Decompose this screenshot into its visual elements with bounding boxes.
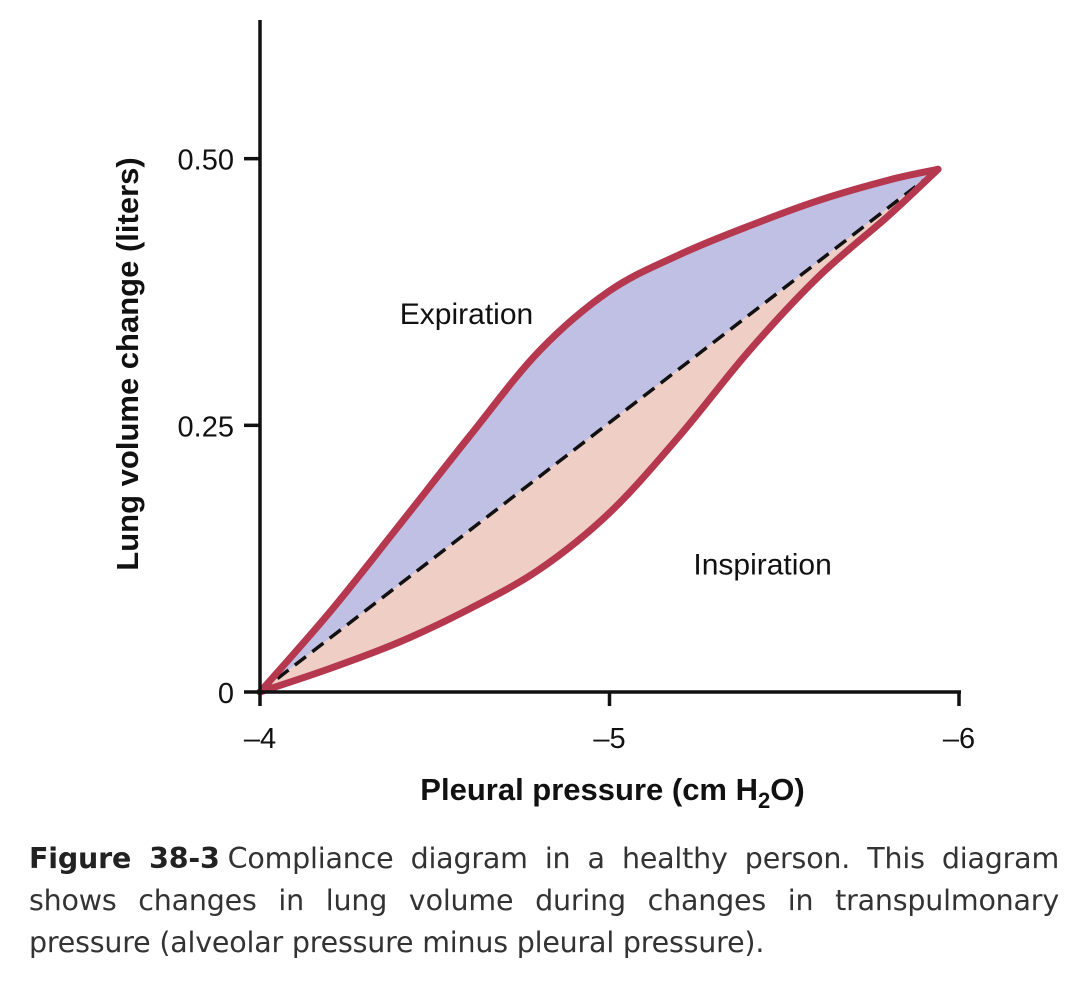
reference-dashed-line bbox=[258, 167, 940, 694]
x-tick-label-2: –6 bbox=[943, 723, 975, 755]
axis-ticks: –4 –5 –6 0 0.25 0.50 bbox=[178, 145, 976, 755]
inspiration-annotation: Inspiration bbox=[693, 549, 831, 582]
y-tick-label-1: 0.25 bbox=[178, 411, 234, 443]
x-axis-title-subscript: 2 bbox=[758, 788, 770, 813]
y-tick-label-2: 0.50 bbox=[178, 145, 234, 177]
figure-caption-text: Compliance diagram in a healthy person. … bbox=[29, 842, 1060, 959]
x-axis-title: Pleural pressure (cm H2O) bbox=[420, 772, 804, 813]
y-tick-label-0: 0 bbox=[218, 678, 234, 710]
expiration-annotation: Expiration bbox=[400, 298, 533, 331]
figure-label: Figure 38-3 bbox=[29, 842, 220, 875]
figure-caption: Figure 38-3 Compliance diagram in a healt… bbox=[29, 838, 1059, 964]
x-tick-label-0: –4 bbox=[244, 723, 276, 755]
y-axis-title: Lung volume change (liters) bbox=[110, 157, 145, 570]
curve-lines bbox=[256, 165, 942, 696]
x-axis-title-end: O) bbox=[770, 772, 804, 807]
compliance-chart: –4 –5 –6 0 0.25 0.50 Expiration Inspiration P… bbox=[110, 20, 976, 813]
inspiration-curve bbox=[256, 165, 942, 696]
x-axis-title-main: Pleural pressure (cm H bbox=[420, 772, 758, 807]
expiration-curve bbox=[256, 165, 942, 696]
x-tick-label-1: –5 bbox=[593, 723, 625, 755]
